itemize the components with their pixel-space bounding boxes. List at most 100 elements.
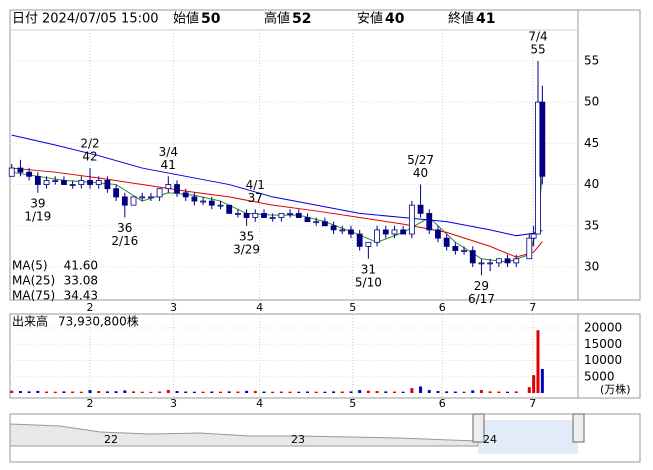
- candle-body: [330, 225, 337, 231]
- annotation-price: 29: [474, 279, 489, 293]
- navigator-handle[interactable]: [572, 413, 585, 443]
- candle-body: [69, 184, 76, 186]
- volume-title: 出来高: [12, 314, 48, 329]
- x-tick-label: 6: [439, 397, 446, 410]
- volume-bar: [536, 330, 540, 393]
- legend-value: 41.60: [64, 259, 98, 273]
- y-tick-label: 20000: [584, 321, 622, 335]
- candle-body: [261, 213, 267, 218]
- candle-body: [321, 221, 328, 227]
- volume-bar: [514, 391, 518, 393]
- price-frame: [9, 9, 641, 301]
- volume-bar: [184, 391, 188, 393]
- candle-body: [391, 229, 398, 235]
- volume-bar: [540, 368, 544, 393]
- candle-body: [530, 233, 537, 239]
- candle-body: [452, 245, 459, 251]
- x-tick-label: 5: [349, 301, 356, 314]
- header-value: 41: [476, 11, 495, 27]
- volume-bar: [123, 390, 127, 393]
- candle-body: [469, 250, 476, 264]
- candle-body: [487, 262, 494, 265]
- candle-body: [339, 229, 346, 232]
- candle-body: [374, 229, 380, 243]
- candle-body: [165, 184, 172, 190]
- candle-body: [278, 213, 285, 218]
- x-tick-label: 3: [170, 301, 177, 314]
- legend-value: 33.08: [64, 274, 98, 288]
- x-tick-label: 4: [256, 397, 263, 410]
- candle-body: [408, 204, 415, 235]
- navigator-handle[interactable]: [472, 413, 485, 443]
- volume-bar: [105, 391, 109, 393]
- annotation-price: 31: [361, 262, 376, 276]
- volume-bar: [488, 391, 492, 393]
- volume-bar: [236, 391, 240, 393]
- candle-body: [495, 258, 502, 264]
- volume-bar: [279, 391, 283, 393]
- candle-body: [26, 171, 33, 177]
- x-tick-label: 7: [529, 301, 536, 314]
- candle-body: [156, 188, 163, 198]
- annotation-date: 6/17: [468, 292, 495, 306]
- candle-body: [252, 213, 259, 218]
- candle-body: [113, 188, 120, 198]
- candle-body: [139, 196, 146, 199]
- candle-body: [348, 229, 354, 235]
- candle-body: [443, 237, 450, 247]
- candle-body: [382, 229, 389, 235]
- volume-bar: [132, 391, 136, 393]
- y-tick-label: 55: [584, 53, 599, 67]
- candle-body: [234, 213, 241, 215]
- annotation-price: 37: [248, 191, 263, 205]
- moving-average-line: [11, 134, 543, 237]
- volume-bar: [375, 391, 379, 393]
- volume-bar: [305, 391, 309, 393]
- volume-bar: [175, 391, 179, 393]
- candle-body: [95, 180, 102, 185]
- candle-body: [78, 180, 85, 185]
- candle-body: [356, 233, 363, 247]
- volume-bar: [462, 391, 466, 393]
- annotation-date: 5/10: [355, 275, 382, 289]
- volume-bar: [201, 391, 205, 393]
- y-tick-label: 50: [584, 95, 599, 109]
- header-label: 終値: [448, 11, 474, 27]
- annotation-price: 41: [161, 158, 176, 172]
- volume-bar: [358, 390, 362, 393]
- volume-bar: [71, 391, 75, 393]
- candle-body: [504, 258, 511, 264]
- header-label: 始値: [173, 11, 199, 27]
- y-tick-label: 15000: [584, 337, 622, 351]
- candle-body: [313, 221, 320, 224]
- legend-value: 34.43: [64, 289, 98, 303]
- header-date: 2024/07/05 15:00: [42, 12, 159, 27]
- volume-bar: [506, 391, 510, 393]
- candle-body: [148, 196, 154, 199]
- header-label: 安値: [357, 11, 383, 27]
- candle-body: [304, 217, 311, 223]
- legend-name: MA(75): [12, 289, 55, 303]
- annotation-date: 5/27: [407, 153, 434, 167]
- y-tick-label: 10000: [584, 353, 622, 367]
- volume-bar: [140, 391, 144, 393]
- volume-bar: [332, 391, 336, 393]
- header-value: 52: [292, 11, 311, 27]
- y-tick-label: 40: [584, 177, 599, 191]
- volume-bar: [384, 391, 388, 393]
- header-date-label: 日付: [12, 12, 38, 27]
- volume-bar: [349, 391, 353, 393]
- annotation-price: 42: [82, 150, 97, 164]
- candle-body: [130, 196, 137, 206]
- volume-unit: (万株): [600, 382, 631, 396]
- volume-bar: [227, 391, 231, 393]
- candle-body: [104, 180, 111, 190]
- volume-bar: [419, 386, 423, 393]
- volume-bar: [262, 391, 266, 393]
- volume-bar: [158, 391, 162, 393]
- candle-body: [61, 180, 67, 185]
- candle-body: [217, 204, 224, 207]
- volume-bar: [401, 391, 405, 393]
- y-tick-label: 30: [584, 260, 599, 274]
